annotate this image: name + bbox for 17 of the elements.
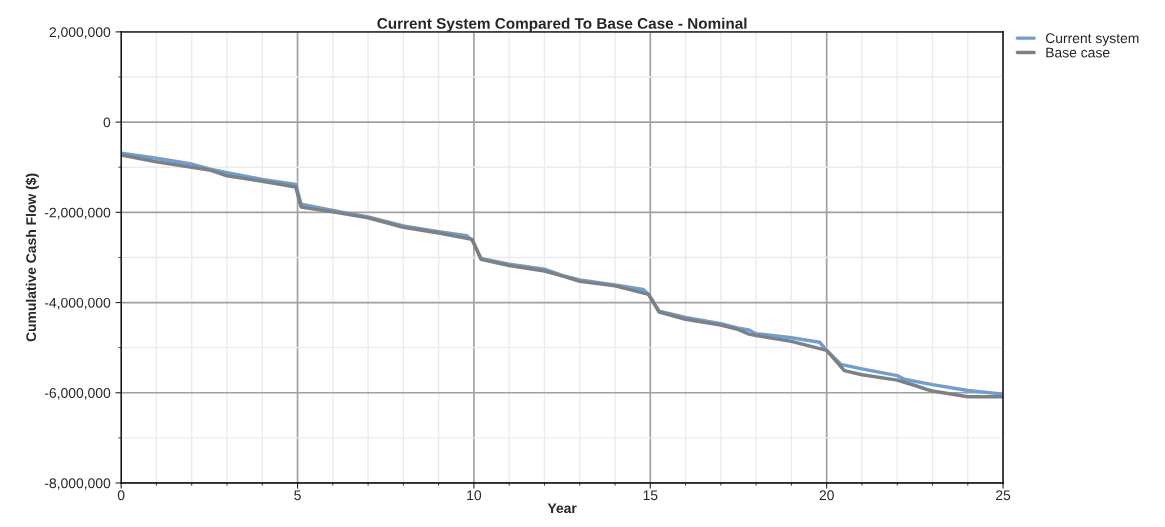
y-tick-label: -2,000,000 [44,207,111,220]
y-tick-label: 2,000,000 [49,27,111,39]
x-tick-label: 25 [996,490,1011,501]
y-tick-label: -6,000,000 [44,388,111,400]
y-tick-label: -4,000,000 [44,297,111,310]
x-tick-label: 5 [294,490,301,501]
y-axis-title: Cumulative Cash Flow ($) [25,173,39,342]
y-tick-label: 0 [103,117,111,128]
x-tick-label: 15 [643,490,658,501]
x-tick-label: 0 [117,490,125,501]
legend-label: Current system [1045,33,1139,46]
x-tick-label: 20 [819,490,834,501]
x-axis-title: Year [547,503,577,514]
chart-title: Current System Compared To Base Case - Nominal [377,17,747,32]
legend-label: Base case [1046,47,1110,58]
y-tick-label: -8,000,000 [44,478,111,490]
x-tick-label: 10 [467,490,482,501]
